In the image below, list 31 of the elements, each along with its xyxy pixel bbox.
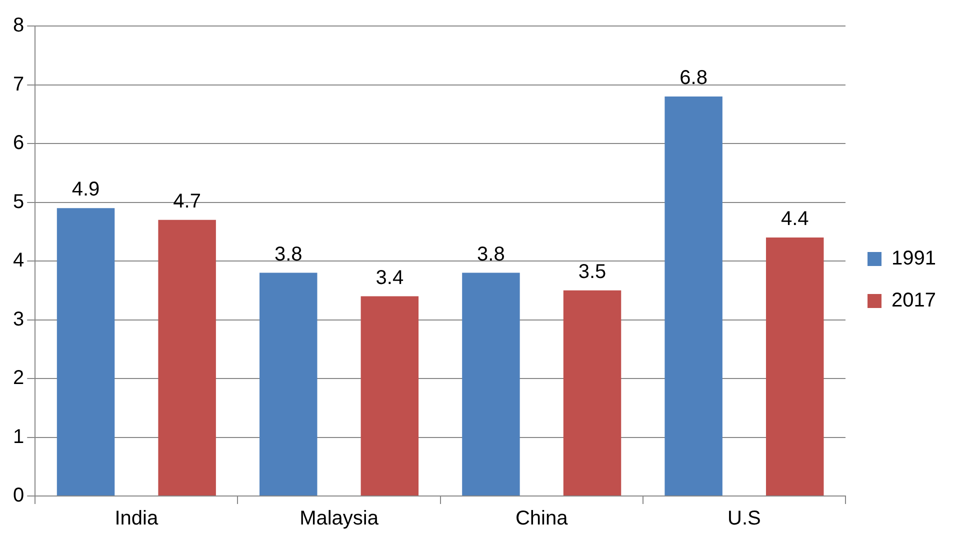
- bar: [360, 296, 419, 496]
- bar: [766, 238, 824, 496]
- data-label: 3.5: [578, 260, 606, 283]
- y-tick-label: 4: [13, 250, 24, 272]
- y-tick-label: 1: [13, 426, 24, 448]
- x-tick-label: China: [515, 508, 569, 530]
- data-label: 3.8: [274, 243, 302, 266]
- y-tick-label: 2: [13, 367, 24, 390]
- data-label: 4.4: [780, 208, 809, 230]
- bar: [158, 220, 216, 496]
- data-label: 6.8: [680, 67, 708, 90]
- legend-label: 2017: [892, 290, 936, 312]
- bar: [56, 208, 115, 496]
- x-tick-label: Malaysia: [300, 508, 380, 530]
- data-label: 3.8: [477, 243, 505, 266]
- legend-label: 1991: [892, 248, 936, 270]
- bar: [462, 272, 520, 496]
- bar: [260, 272, 318, 496]
- data-label: 3.4: [376, 266, 404, 289]
- data-label: 4.7: [173, 190, 201, 212]
- y-tick-label: 5: [13, 190, 24, 213]
- y-tick-label: 6: [13, 132, 24, 154]
- bar: [563, 290, 622, 496]
- y-tick-label: 7: [13, 73, 24, 96]
- x-tick-label: India: [114, 508, 159, 530]
- bar: [664, 96, 722, 496]
- y-tick-label: 8: [13, 14, 24, 37]
- data-label: 4.9: [72, 178, 100, 201]
- y-tick-label: 3: [13, 308, 24, 330]
- y-tick-label: 0: [13, 484, 24, 507]
- x-tick-label: U.S: [728, 508, 761, 530]
